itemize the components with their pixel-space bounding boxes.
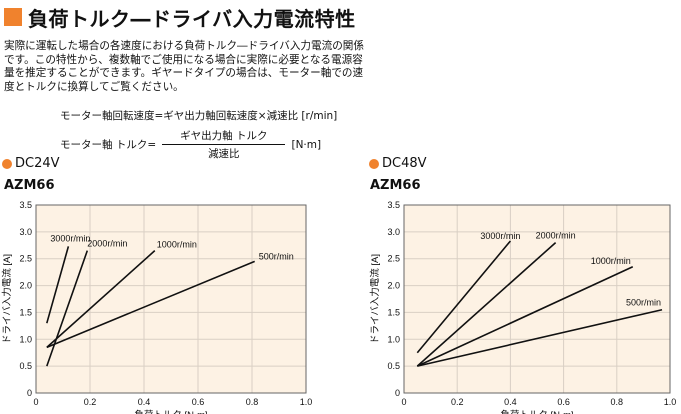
y-tick-label: 2.0 — [19, 281, 32, 291]
voltage-label-dc24: DC24V — [2, 156, 60, 171]
x-tick-label: 0.8 — [611, 397, 624, 407]
chart-dc24v: 0 0.5 1.0 1.5 2.0 2.5 3.0 3.5 0 0.2 0.4 0.6 0.8 1.0 30… — [1, 200, 313, 414]
voltage-text: DC24V — [15, 156, 60, 171]
series-label: 3000r/min — [480, 231, 520, 241]
y-tick-label: 0 — [395, 388, 400, 398]
page-title: 負荷トルク―ドライバ入力電流特性 — [4, 2, 356, 32]
series-label: 1000r/min — [591, 256, 631, 266]
series-line-500r-min — [417, 308, 663, 367]
chart-dc48v: 0 0.5 1.0 1.5 2.0 2.5 3.0 3.5 0 0.2 0.4 0.6 0.8 1.0 30… — [369, 200, 677, 414]
y-tick-label: 1.0 — [387, 334, 400, 344]
torque-formula-numerator: ギヤ出力軸 トルク — [162, 128, 286, 145]
series-label: 500r/min — [259, 251, 294, 261]
title-text: 負荷トルク―ドライバ入力電流特性 — [28, 6, 356, 31]
x-tick-label: 0.4 — [138, 397, 151, 407]
bullet-dot-icon — [369, 158, 379, 169]
x-tick-label: 0.2 — [451, 397, 464, 407]
plot-frame — [403, 204, 671, 394]
series-label: 3000r/min — [50, 233, 90, 243]
series-line-2000r-min — [416, 242, 557, 367]
bullet-dot-icon — [2, 158, 12, 169]
series-line-3000r-min — [416, 240, 512, 354]
series-label: 1000r/min — [157, 240, 197, 250]
y-tick-label: 2.0 — [387, 281, 400, 291]
speed-formula: モーター軸回転速度=ギヤ出力軸回転速度×減速比 [r/min] — [60, 110, 338, 122]
y-tick-label: 1.5 — [387, 307, 400, 317]
x-tick-label: 0.8 — [246, 397, 259, 407]
torque-formula-fraction: ギヤ出力軸 トルク 減速比 — [162, 128, 286, 161]
x-tick-label: 1.0 — [300, 397, 313, 407]
plot-frame — [35, 204, 307, 394]
series-line-1000r-min — [416, 266, 634, 367]
series-line-3000r-min — [46, 246, 70, 324]
y-axis-label: ドライバ入力電流 [A] — [369, 254, 381, 344]
x-tick-label: 0.2 — [84, 397, 97, 407]
y-tick-label: 3.0 — [19, 227, 32, 237]
y-tick-label: 1.5 — [19, 307, 32, 317]
y-tick-label: 0 — [27, 388, 32, 398]
x-tick-label: 0.6 — [192, 397, 205, 407]
torque-formula: モーター軸 トルク= ギヤ出力軸 トルク 減速比 [N·m] — [60, 128, 321, 161]
y-axis-label: ドライバ入力電流 [A] — [1, 254, 13, 344]
x-tick-label: 0 — [401, 397, 406, 407]
model-label-dc48: AZM66 — [370, 178, 421, 193]
plot-area — [404, 205, 670, 393]
x-tick-label: 0 — [33, 397, 38, 407]
y-tick-label: 2.5 — [19, 254, 32, 264]
plot-area — [36, 205, 306, 393]
series-line-1000r-min — [46, 250, 156, 348]
series-label: 2000r/min — [536, 231, 576, 241]
intro-paragraph: 実際に運転した場合の各速度における負荷トルク―ドライバ入力電流の関係です。この特… — [4, 40, 364, 93]
model-label-dc24: AZM66 — [4, 178, 55, 193]
series-label: 500r/min — [626, 298, 661, 308]
series-line-500r-min — [46, 260, 256, 349]
torque-formula-denominator: 減速比 — [208, 148, 240, 160]
x-axis-label: 負荷トルク [N·m] — [134, 409, 207, 414]
y-tick-label: 3.0 — [387, 227, 400, 237]
torque-formula-unit: [N·m] — [291, 138, 322, 151]
y-tick-label: 3.5 — [387, 200, 400, 210]
x-tick-label: 0.4 — [504, 397, 517, 407]
voltage-text: DC48V — [382, 156, 427, 171]
x-axis-label: 負荷トルク [N·m] — [500, 409, 573, 414]
voltage-label-dc48: DC48V — [369, 156, 427, 171]
y-tick-label: 3.5 — [19, 200, 32, 210]
x-tick-label: 1.0 — [664, 397, 677, 407]
x-tick-label: 0.6 — [557, 397, 570, 407]
series-line-2000r-min — [46, 250, 89, 367]
series-label: 2000r/min — [87, 239, 127, 249]
y-tick-label: 2.5 — [387, 254, 400, 264]
title-square-icon — [4, 8, 22, 26]
y-tick-label: 0.5 — [19, 361, 32, 371]
y-tick-label: 1.0 — [19, 334, 32, 344]
y-tick-label: 0.5 — [387, 361, 400, 371]
torque-formula-lhs: モーター軸 トルク= — [60, 139, 157, 151]
